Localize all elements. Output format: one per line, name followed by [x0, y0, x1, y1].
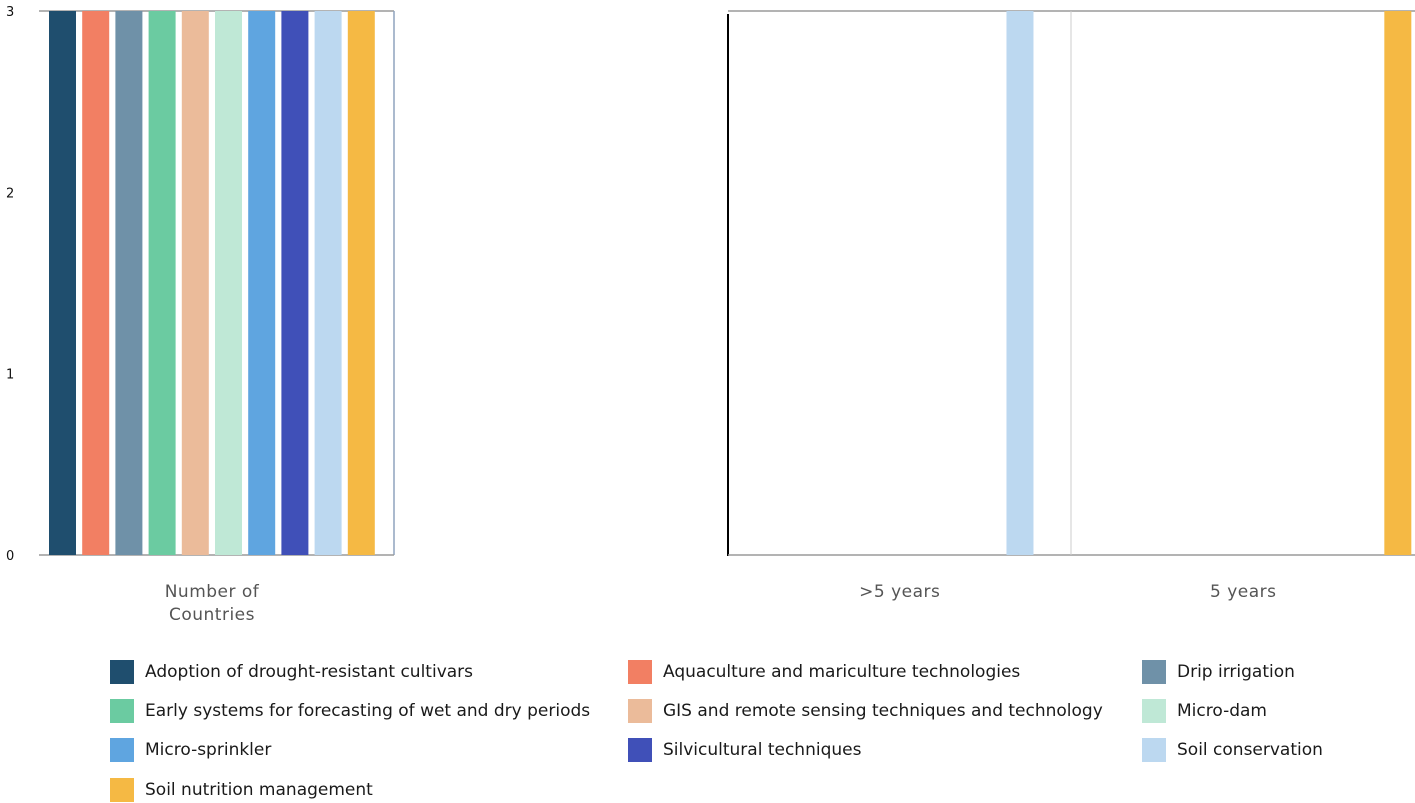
- legend-label: Silvicultural techniques: [663, 740, 862, 760]
- bar-5: [215, 11, 242, 555]
- y-tick-label: 0: [6, 549, 14, 564]
- panel-duration: >5 years 5 years: [727, 10, 1415, 602]
- panel-countries: Number of Countries: [39, 10, 395, 625]
- legend-swatch: [628, 738, 652, 762]
- legend-label: Aquaculture and mariculture technologies: [663, 662, 1021, 682]
- legend-swatch: [628, 699, 652, 723]
- legend-swatch: [110, 699, 134, 723]
- legend-item: Adoption of drought-resistant cultivars: [110, 660, 473, 684]
- legend-swatch: [110, 738, 134, 762]
- legend-item: Early systems for forecasting of wet and…: [110, 699, 590, 723]
- legend-label: Micro-dam: [1177, 701, 1267, 721]
- y-tick-label: 3: [6, 5, 14, 20]
- bar-3: [148, 11, 176, 555]
- legend-item: Micro-dam: [1142, 699, 1267, 723]
- legend-swatch: [110, 660, 134, 684]
- y-tick-label: 1: [6, 368, 14, 383]
- legend-item: Aquaculture and mariculture technologies: [628, 660, 1020, 684]
- bar-4: [181, 11, 209, 555]
- legend-item: Micro-sprinkler: [110, 738, 271, 762]
- bar-9: [1384, 11, 1412, 555]
- bar-1: [82, 11, 110, 555]
- bar-0: [49, 11, 76, 555]
- x-category-label: 5 years: [1210, 582, 1277, 602]
- bar-9: [347, 11, 375, 555]
- y-tick-label: 2: [6, 186, 14, 201]
- legend-item: Silvicultural techniques: [628, 738, 861, 762]
- legend-label: Early systems for forecasting of wet and…: [145, 701, 591, 721]
- legend-label: Soil conservation: [1177, 740, 1323, 760]
- legend-swatch: [1142, 738, 1166, 762]
- bar-7: [281, 11, 309, 555]
- legend-swatch: [628, 660, 652, 684]
- legend-item: Drip irrigation: [1142, 660, 1295, 684]
- legend-item: Soil nutrition management: [110, 778, 373, 802]
- x-category-label: Number of Countries: [165, 582, 260, 625]
- legend-label: Soil nutrition management: [145, 780, 373, 800]
- y-axis: 0 1 2 3: [6, 5, 14, 564]
- bar-6: [248, 11, 276, 555]
- legend-swatch: [1142, 660, 1166, 684]
- legend-label: Adoption of drought-resistant cultivars: [145, 662, 474, 682]
- legend-swatch: [110, 778, 134, 802]
- bar-8: [314, 11, 342, 555]
- legend-label: Micro-sprinkler: [145, 740, 272, 760]
- legend-item: Soil conservation: [1142, 738, 1323, 762]
- legend-label: Drip irrigation: [1177, 662, 1295, 682]
- bar-2: [115, 11, 143, 555]
- bar-8: [1006, 11, 1034, 555]
- legend-swatch: [1142, 699, 1166, 723]
- x-category-label: >5 years: [859, 582, 940, 602]
- legend-item: GIS and remote sensing techniques and te…: [628, 699, 1103, 723]
- legend-label: GIS and remote sensing techniques and te…: [663, 701, 1103, 721]
